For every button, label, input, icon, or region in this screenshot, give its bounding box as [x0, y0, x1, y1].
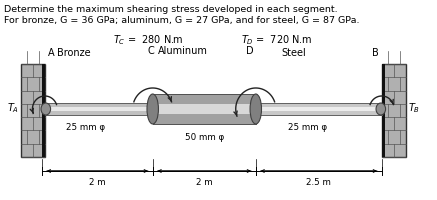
Ellipse shape: [250, 95, 261, 124]
Bar: [256, 108, 382, 111]
Bar: [256, 103, 382, 115]
Text: $T_A$: $T_A$: [7, 101, 19, 114]
Bar: [153, 104, 256, 115]
Text: Bronze: Bronze: [57, 48, 91, 58]
Bar: [21, 65, 45, 157]
Text: Aluminum: Aluminum: [157, 46, 207, 56]
Bar: [45, 108, 153, 111]
Text: 25 mm φ: 25 mm φ: [288, 122, 327, 131]
Ellipse shape: [147, 95, 159, 124]
Bar: [42, 65, 45, 157]
Text: $T_C$ =  280 N.m: $T_C$ = 280 N.m: [113, 33, 183, 47]
Text: For bronze, G = 36 GPa; aluminum, G = 27 GPa, and for steel, G = 87 GPa.: For bronze, G = 36 GPa; aluminum, G = 27…: [4, 16, 359, 25]
Bar: [382, 65, 406, 157]
Bar: [45, 103, 153, 115]
Text: 2 m: 2 m: [196, 177, 212, 186]
Text: Determine the maximum shearing stress developed in each segment.: Determine the maximum shearing stress de…: [4, 5, 337, 14]
Text: $T_D$ =  720 N.m: $T_D$ = 720 N.m: [242, 33, 312, 47]
Text: B: B: [372, 48, 379, 58]
Text: 2.5 m: 2.5 m: [306, 177, 331, 186]
Text: A: A: [48, 48, 54, 58]
Text: Steel: Steel: [281, 48, 306, 58]
Ellipse shape: [41, 103, 51, 115]
Bar: [153, 95, 256, 124]
Text: 25 mm φ: 25 mm φ: [66, 122, 105, 131]
Text: $T_B$: $T_B$: [409, 101, 421, 114]
Text: D: D: [246, 46, 254, 56]
Text: 2 m: 2 m: [89, 177, 106, 186]
Bar: [382, 65, 385, 157]
Ellipse shape: [376, 103, 385, 115]
Text: 50 mm φ: 50 mm φ: [184, 132, 224, 141]
Text: C: C: [148, 46, 155, 56]
